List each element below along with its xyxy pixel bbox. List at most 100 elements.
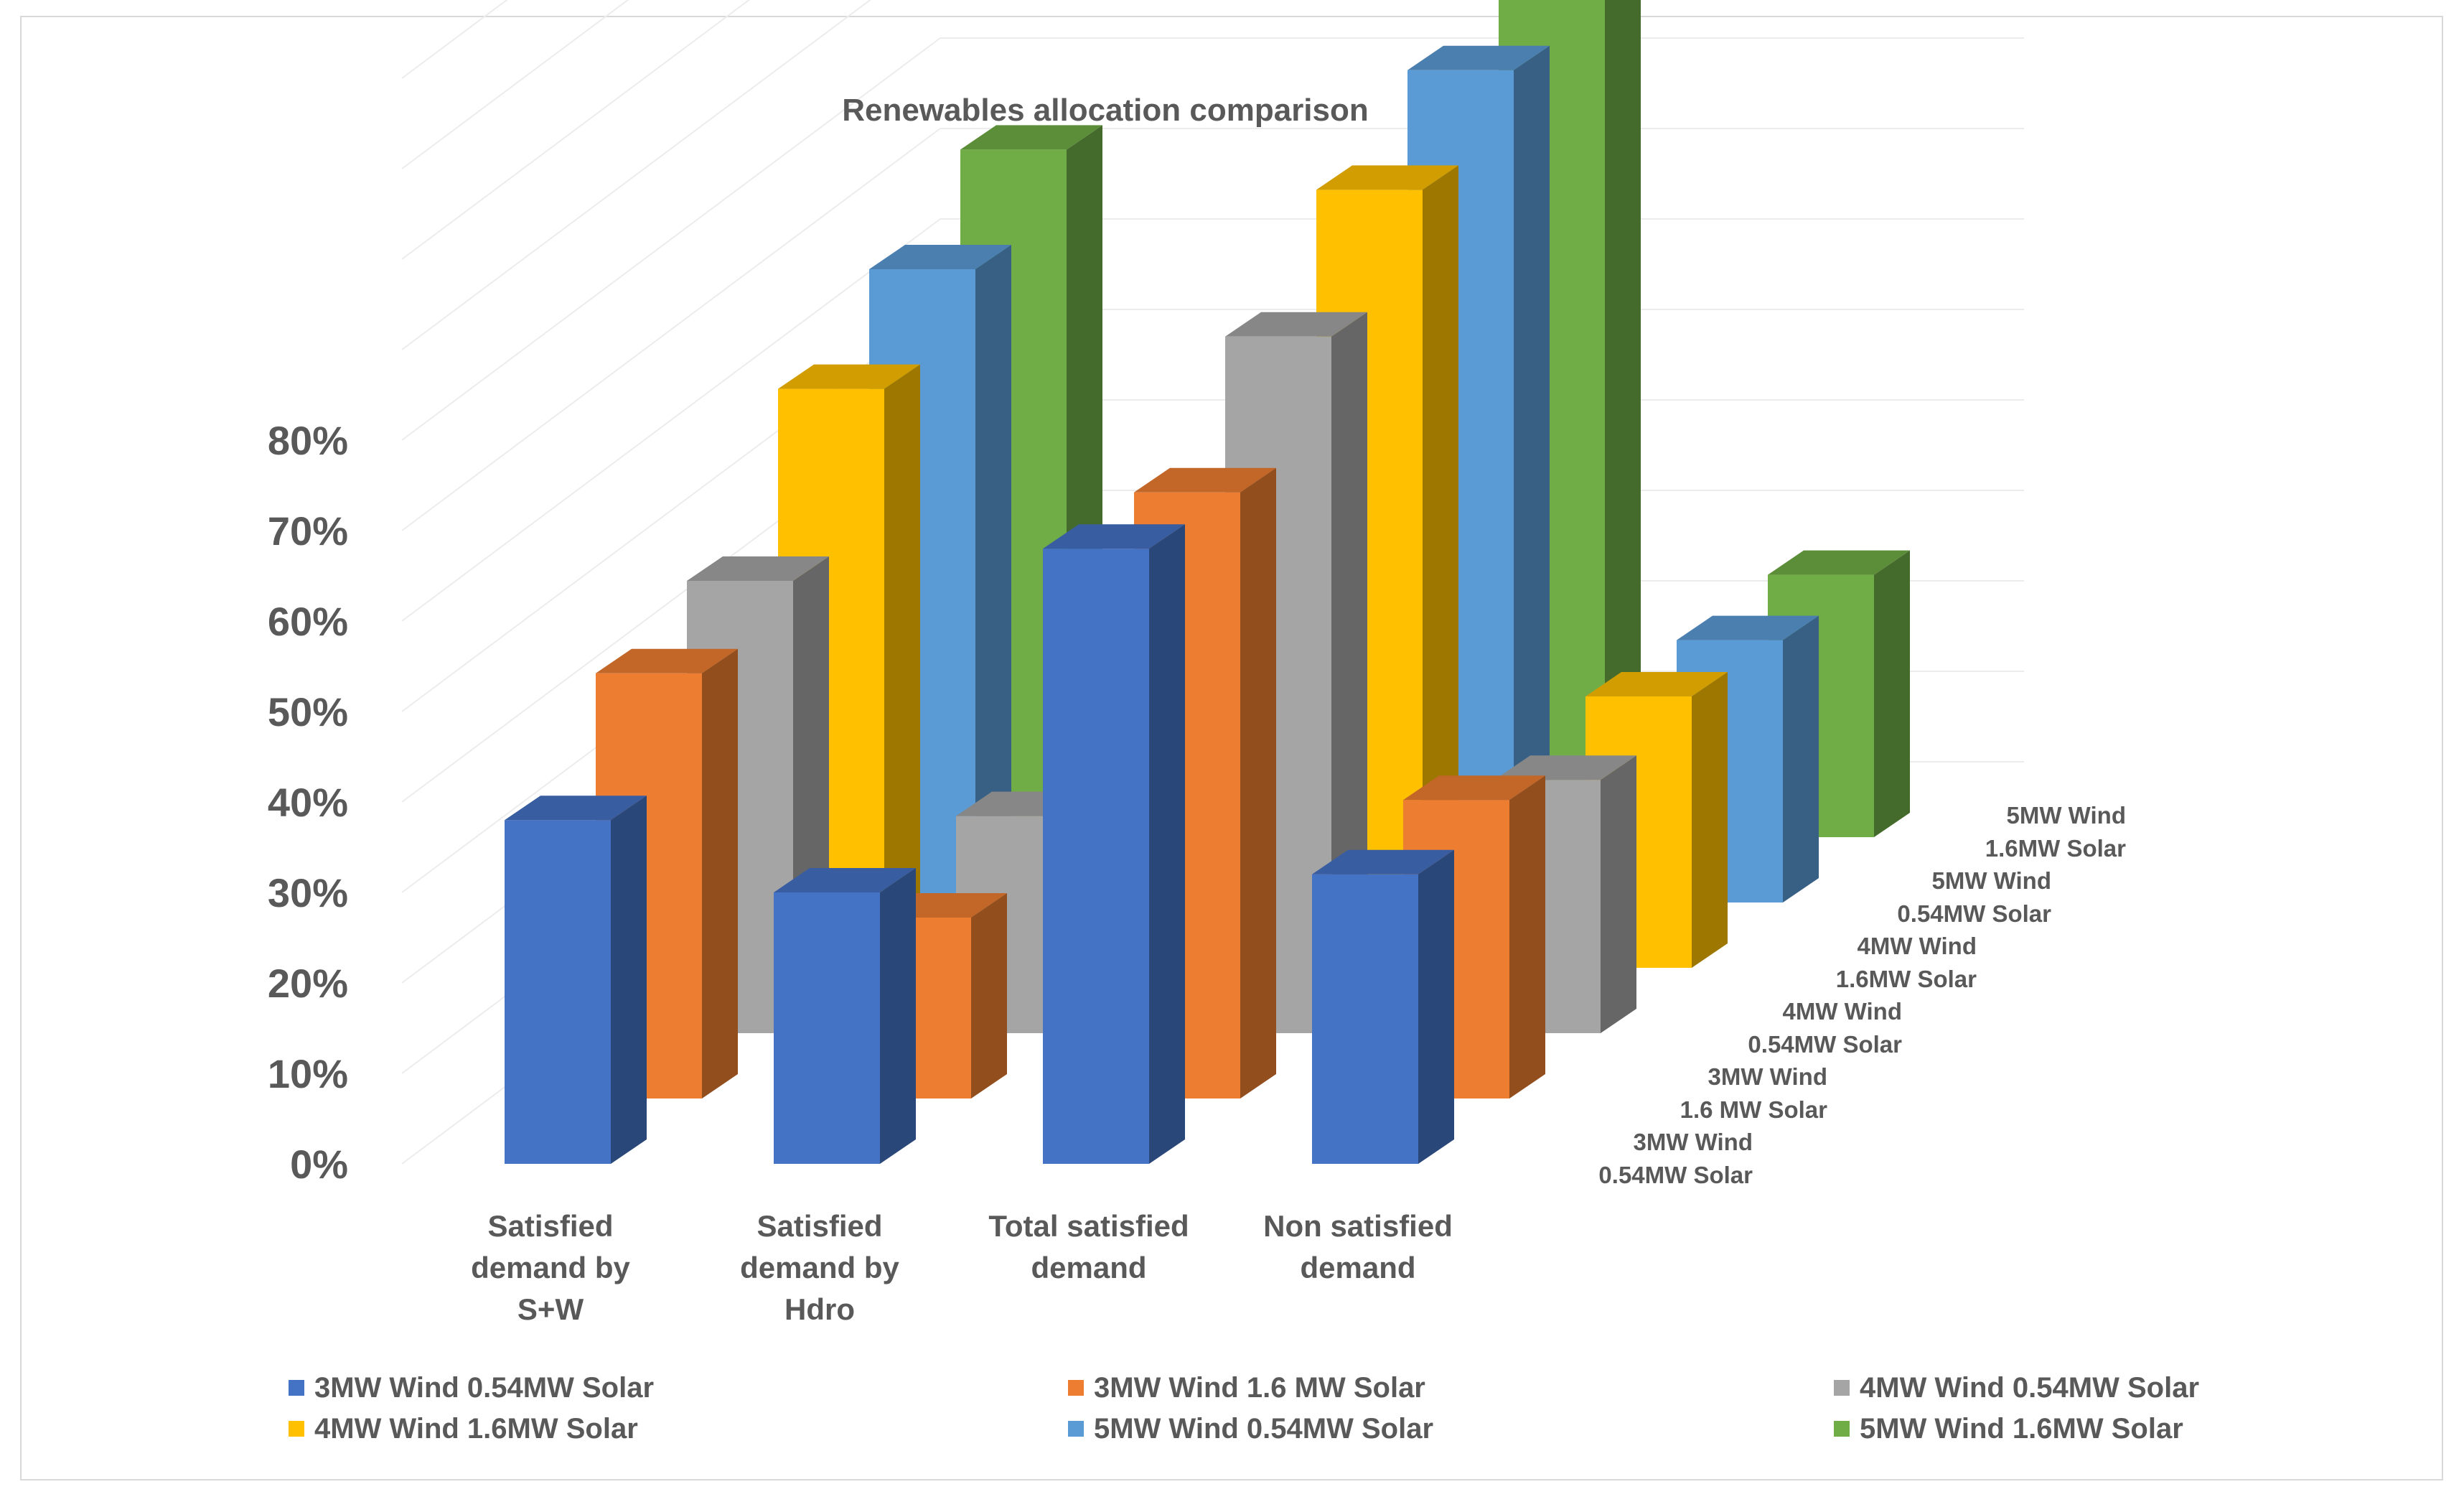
category-label-line: demand [1031, 1251, 1146, 1284]
axes: 0% 10% 20% 30% 40% 50% 60% 70% 80% Satisfied deman… [268, 418, 2126, 1326]
legend-swatch [289, 1421, 304, 1437]
gridline [401, 0, 508, 79]
bar-side-face [1423, 165, 1458, 968]
bar-side-face [702, 648, 738, 1098]
y-tick-label: 70% [268, 508, 348, 554]
bar-side-face [1418, 849, 1454, 1164]
bar-side-face [884, 364, 920, 969]
y-tick-label: 0% [290, 1142, 348, 1187]
bar-side-face [611, 796, 647, 1164]
depth-axis-label: 1.6MW Solar [1836, 966, 1977, 992]
legend-label: 5MW Wind 0.54MW Solar [1094, 1413, 1433, 1445]
bar-side-face [1692, 672, 1728, 968]
y-tick-label: 30% [268, 870, 348, 915]
category-label-line: demand by [740, 1251, 899, 1284]
legend-label: 4MW Wind 1.6MW Solar [314, 1413, 638, 1445]
y-tick-label: 10% [268, 1051, 348, 1096]
legend-swatch [1068, 1380, 1084, 1396]
bar-front-face [505, 820, 611, 1164]
legend-label: 5MW Wind 1.6MW Solar [1860, 1413, 2183, 1445]
bar-side-face [1605, 0, 1641, 837]
gridline [401, 218, 941, 622]
depth-axis-label: 0.54MW Solar [1598, 1162, 1753, 1188]
bar-side-face [880, 868, 916, 1164]
depth-axis-label: 1.6 MW Solar [1680, 1096, 1828, 1123]
bar-top-face [596, 648, 738, 673]
bar-top-face [1312, 849, 1454, 874]
category-label: Non satisfied demand [1263, 1209, 1453, 1284]
y-tick-label: 40% [268, 780, 348, 825]
legend-swatch [289, 1380, 304, 1396]
bar-side-face [1149, 524, 1185, 1164]
bar-top-face [1043, 524, 1185, 549]
category-label-line: Non satisfied [1263, 1209, 1453, 1243]
chart-title: Renewables allocation comparison [842, 93, 1369, 128]
category-label: Satisfied demand by Hdro [740, 1209, 899, 1326]
depth-axis-label: 3MW Wind [1634, 1129, 1753, 1155]
category-label-line: demand [1300, 1251, 1415, 1284]
category-label-line: demand by [471, 1251, 630, 1284]
bar-side-face [1509, 775, 1545, 1098]
depth-axis-label: 3MW Wind [1708, 1063, 1828, 1090]
gridline [401, 0, 751, 260]
legend: 3MW Wind 0.54MW Solar 3MW Wind 1.6 MW Sol… [289, 1372, 2199, 1445]
bar-top-face [1677, 615, 1819, 640]
bar-front-face [774, 892, 880, 1164]
bars [505, 0, 1910, 1164]
bar-front-face [1043, 549, 1149, 1164]
bar [1043, 524, 1185, 1164]
depth-axis-label: 1.6MW Solar [1985, 835, 2126, 862]
y-tick-label: 80% [268, 418, 348, 463]
bar-top-face [774, 868, 916, 892]
depth-axis-label: 4MW Wind [1858, 933, 1977, 959]
bar-top-face [1407, 45, 1550, 70]
bar-top-face [1768, 550, 1910, 575]
bar-top-face [1134, 467, 1276, 493]
bar-top-face [960, 125, 1102, 150]
bar-side-face [1783, 615, 1819, 902]
depth-axis-label: 0.54MW Solar [1897, 900, 2051, 927]
category-label-line: S+W [517, 1292, 584, 1326]
bar-side-face [975, 245, 1011, 902]
legend-label: 3MW Wind 0.54MW Solar [314, 1372, 654, 1404]
category-label-line: Satisfied [487, 1209, 613, 1243]
bar-front-face [1312, 874, 1418, 1164]
depth-axis-label: 0.54MW Solar [1748, 1031, 1902, 1058]
bar-top-face [1403, 775, 1545, 801]
category-label-line: Total satisfied [988, 1209, 1189, 1243]
legend-label: 4MW Wind 0.54MW Solar [1860, 1372, 2199, 1404]
bar-top-face [505, 796, 647, 821]
legend-swatch [1834, 1380, 1850, 1396]
bar-top-face [869, 245, 1011, 269]
y-tick-label: 60% [268, 599, 348, 644]
bar-side-face [971, 893, 1007, 1098]
bar-side-face [1240, 467, 1276, 1098]
bar-side-face [1601, 755, 1636, 1033]
bar-top-face [1585, 672, 1728, 696]
category-label: Satisfied demand by S+W [471, 1209, 630, 1326]
bar-top-face [1225, 312, 1367, 337]
gridline [401, 37, 941, 441]
gridline [401, 0, 629, 169]
bar [505, 796, 647, 1164]
gridline [401, 128, 941, 531]
bar-side-face [1874, 550, 1910, 837]
bar-top-face [687, 556, 829, 581]
category-label-line: Satisfied [756, 1209, 882, 1243]
y-tick-label: 50% [268, 689, 348, 734]
legend-swatch [1834, 1421, 1850, 1437]
gridline [401, 0, 871, 350]
category-label: Total satisfied demand [988, 1209, 1189, 1284]
bar-top-face [1316, 165, 1458, 190]
legend-label: 3MW Wind 1.6 MW Solar [1094, 1372, 1425, 1404]
depth-axis-label: 5MW Wind [2007, 802, 2127, 829]
legend-swatch [1068, 1421, 1084, 1437]
bar-top-face [778, 364, 920, 389]
depth-axis-label: 4MW Wind [1783, 998, 1903, 1025]
depth-axis-label: 5MW Wind [1932, 867, 2052, 894]
category-label-line: Hdro [784, 1292, 855, 1326]
y-tick-label: 20% [268, 961, 348, 1006]
bar [1312, 849, 1454, 1164]
bar [774, 868, 916, 1164]
